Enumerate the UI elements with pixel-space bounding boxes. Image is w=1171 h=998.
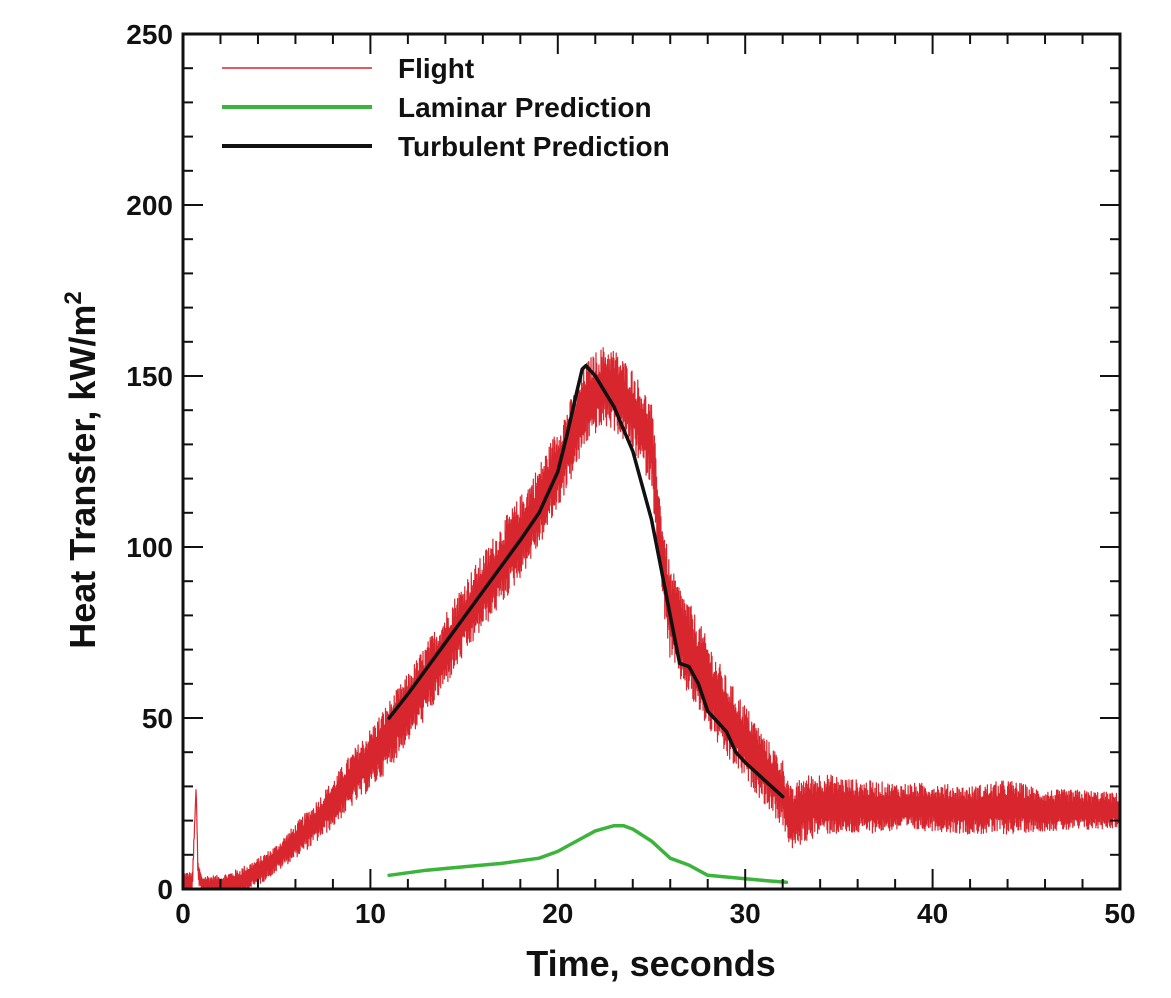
y-tick-label: 100 [126,532,173,563]
x-tick-label: 30 [730,898,761,929]
series-flight-line [183,347,1120,889]
legend-label-laminar: Laminar Prediction [398,92,652,123]
y-axis-title-superscript: 2 [60,291,87,304]
legend: Flight Laminar Prediction Turbulent Pred… [222,53,670,162]
y-tick-label: 250 [126,19,173,50]
series-turbulent-line [387,363,785,799]
y-tick-label: 200 [126,190,173,221]
y-axis-title-main: Heat Transfer, kW/m [62,305,103,649]
y-tick-label: 0 [157,874,173,905]
x-tick-label: 50 [1104,898,1135,929]
x-tick-label: 20 [542,898,573,929]
legend-label-turbulent: Turbulent Prediction [398,131,670,162]
x-tick-label: 0 [175,898,191,929]
tick-layer: 0 10 20 30 40 50 0 50 100 150 200 250 [126,19,1135,929]
y-axis-title: Heat Transfer, kW/m2 [60,291,103,649]
series-laminar-line [387,823,789,884]
y-tick-label: 50 [142,703,173,734]
plot-frame [181,32,1122,891]
y-tick-label: 150 [126,361,173,392]
series-layer [183,347,1120,889]
x-tick-label: 40 [917,898,948,929]
legend-label-flight: Flight [398,53,474,84]
x-axis-title: Time, seconds [526,943,775,984]
x-tick-label: 10 [355,898,386,929]
